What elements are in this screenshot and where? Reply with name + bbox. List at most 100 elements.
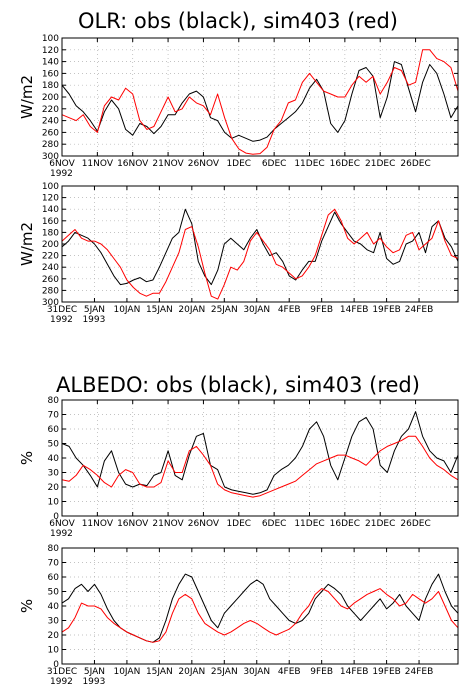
x-tick-label: 6DEC bbox=[262, 159, 287, 169]
x-tick-label: 31DEC bbox=[47, 667, 77, 677]
x-tick-label: 10JAN bbox=[113, 667, 140, 677]
y-tick-label: 40 bbox=[48, 454, 60, 464]
y-tick-label: 180 bbox=[42, 81, 59, 91]
x-tick-label: 15JAN bbox=[146, 667, 173, 677]
y-tick-label: 300 bbox=[42, 152, 59, 162]
x-tick-label: 25JAN bbox=[211, 667, 238, 677]
x-tick-label: 26DEC bbox=[400, 519, 430, 529]
chart-panels: 1001201401601802002202402602803006NOV199… bbox=[18, 34, 459, 687]
y-tick-label: 120 bbox=[42, 46, 59, 56]
x-tick-label: 11DEC bbox=[294, 159, 324, 169]
y-tick-label: 70 bbox=[48, 559, 60, 569]
y-tick-label: 100 bbox=[42, 34, 59, 44]
x-tick-label: 26NOV bbox=[188, 519, 220, 529]
x-tick-label: 26DEC bbox=[400, 159, 430, 169]
x-tick-label-year: 1992 bbox=[50, 677, 73, 687]
y-tick-label: 220 bbox=[42, 105, 59, 115]
y-axis-label: W/m2 bbox=[18, 222, 36, 266]
x-tick-label: 16NOV bbox=[117, 519, 149, 529]
x-tick-label: 14FEB bbox=[340, 667, 369, 677]
x-tick-label: 10JAN bbox=[113, 305, 140, 315]
x-tick-label: 4FEB bbox=[278, 667, 301, 677]
x-tick-label: 25JAN bbox=[211, 305, 238, 315]
y-tick-label: 60 bbox=[48, 425, 60, 435]
x-tick-label: 11NOV bbox=[82, 519, 114, 529]
x-tick-label: 9FEB bbox=[310, 667, 333, 677]
x-tick-label: 19FEB bbox=[372, 667, 401, 677]
olr-title: OLR: obs (black), sim403 (red) bbox=[78, 9, 398, 33]
x-tick-label: 24FEB bbox=[405, 305, 434, 315]
y-tick-label: 140 bbox=[42, 58, 59, 68]
series-line-sim403 bbox=[61, 49, 459, 155]
y-tick-label: 70 bbox=[48, 411, 60, 421]
x-tick-label: 15JAN bbox=[146, 305, 173, 315]
series-line-obs bbox=[61, 573, 459, 643]
y-tick-label: 140 bbox=[42, 205, 59, 215]
x-tick-label: 20JAN bbox=[178, 667, 205, 677]
x-tick-label: 11NOV bbox=[82, 159, 114, 169]
y-tick-label: 0 bbox=[53, 512, 59, 522]
y-tick-label: 160 bbox=[42, 217, 59, 227]
x-tick-label-year: 1993 bbox=[82, 315, 105, 325]
y-axis-label: % bbox=[18, 599, 36, 613]
x-tick-label-year: 1992 bbox=[50, 529, 73, 539]
x-tick-label: 19FEB bbox=[372, 305, 401, 315]
y-tick-label: 240 bbox=[42, 117, 59, 127]
y-tick-label: 40 bbox=[48, 602, 60, 612]
series-line-sim403 bbox=[61, 435, 459, 498]
x-tick-label: 1DEC bbox=[226, 519, 251, 529]
series-line-sim403 bbox=[61, 588, 459, 643]
x-tick-label: 6NOV bbox=[49, 519, 75, 529]
x-tick-label: 21NOV bbox=[152, 159, 184, 169]
x-tick-label-year: 1992 bbox=[50, 315, 73, 325]
x-tick-label-year: 1993 bbox=[82, 677, 105, 687]
y-tick-label: 240 bbox=[42, 263, 59, 273]
x-tick-label: 6NOV bbox=[49, 159, 75, 169]
y-tick-label: 200 bbox=[42, 93, 59, 103]
y-tick-label: 30 bbox=[48, 617, 60, 627]
y-tick-label: 50 bbox=[48, 440, 60, 450]
y-tick-label: 50 bbox=[48, 588, 60, 598]
y-tick-label: 260 bbox=[42, 128, 59, 138]
x-tick-label: 11DEC bbox=[294, 519, 324, 529]
x-tick-label: 21DEC bbox=[365, 519, 395, 529]
y-tick-label: 280 bbox=[42, 140, 59, 150]
x-tick-label: 16DEC bbox=[330, 519, 360, 529]
x-tick-label: 30JAN bbox=[243, 305, 270, 315]
y-tick-label: 220 bbox=[42, 252, 59, 262]
x-tick-label: 20JAN bbox=[178, 305, 205, 315]
chart-panel-2: 10012014016018020022024026028030031DEC19… bbox=[18, 182, 459, 325]
x-tick-label: 31DEC bbox=[47, 305, 77, 315]
y-tick-label: 180 bbox=[42, 228, 59, 238]
y-tick-label: 60 bbox=[48, 573, 60, 583]
y-tick-label: 200 bbox=[42, 240, 59, 250]
albedo-title: ALBEDO: obs (black), sim403 (red) bbox=[56, 373, 420, 397]
x-tick-label: 24FEB bbox=[405, 667, 434, 677]
x-tick-label: 14FEB bbox=[340, 305, 369, 315]
y-tick-label: 120 bbox=[42, 194, 59, 204]
y-axis-label: W/m2 bbox=[18, 75, 36, 119]
y-tick-label: 10 bbox=[48, 646, 60, 656]
y-tick-label: 80 bbox=[48, 396, 60, 406]
y-tick-label: 20 bbox=[48, 631, 60, 641]
y-tick-label: 300 bbox=[42, 298, 59, 308]
x-tick-label: 4FEB bbox=[278, 305, 301, 315]
y-axis-label: % bbox=[18, 451, 36, 465]
y-tick-label: 0 bbox=[53, 660, 59, 670]
x-tick-label: 16DEC bbox=[330, 159, 360, 169]
x-tick-label: 6DEC bbox=[262, 519, 287, 529]
x-tick-label: 21NOV bbox=[152, 519, 184, 529]
x-tick-label: 16NOV bbox=[117, 159, 149, 169]
x-tick-label: 5JAN bbox=[84, 667, 105, 677]
y-tick-label: 10 bbox=[48, 498, 60, 508]
y-tick-label: 30 bbox=[48, 469, 60, 479]
y-tick-label: 280 bbox=[42, 286, 59, 296]
y-tick-label: 80 bbox=[48, 544, 60, 554]
y-tick-label: 260 bbox=[42, 275, 59, 285]
x-tick-label-year: 1992 bbox=[50, 169, 73, 179]
x-tick-label: 26NOV bbox=[188, 159, 220, 169]
